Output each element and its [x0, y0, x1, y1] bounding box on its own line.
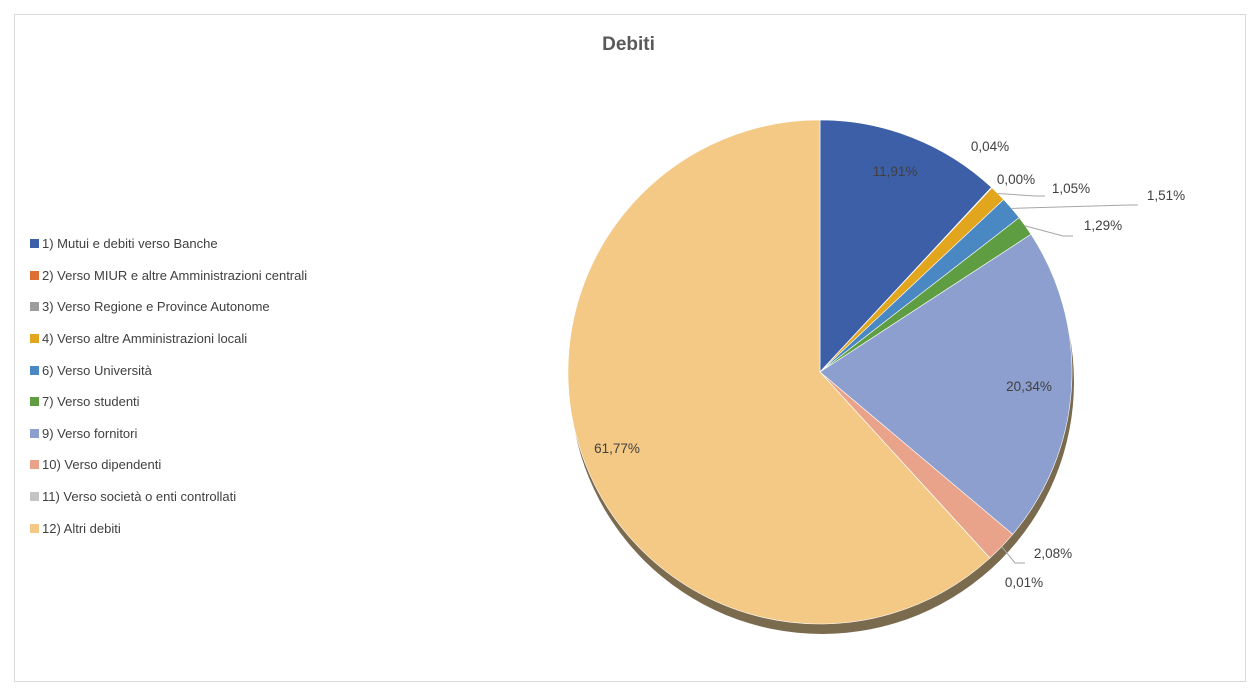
chart-title: Debiti	[602, 34, 655, 55]
legend-swatch	[30, 397, 39, 407]
legend-item: 2) Verso MIUR e altre Amministrazioni ce…	[30, 260, 307, 292]
data-label: 0,01%	[1005, 575, 1043, 590]
legend-item: 7) Verso studenti	[30, 386, 307, 418]
legend-item: 4) Verso altre Amministrazioni locali	[30, 323, 307, 355]
legend-swatch	[30, 428, 39, 438]
data-label: 1,51%	[1147, 188, 1185, 203]
legend-item: 11) Verso società o enti controllati	[30, 481, 307, 513]
data-label: 1,05%	[1052, 181, 1090, 196]
legend-label: 6) Verso Università	[42, 362, 152, 378]
legend-swatch	[30, 523, 39, 533]
data-label: 0,04%	[971, 139, 1009, 154]
legend-swatch	[30, 460, 39, 470]
data-label: 20,34%	[1006, 379, 1052, 394]
legend-label: 9) Verso fornitori	[42, 425, 138, 441]
chart-legend: 1) Mutui e debiti verso Banche 2) Verso …	[30, 228, 307, 544]
legend-item: 9) Verso fornitori	[30, 418, 307, 450]
legend-label: 3) Verso Regione e Province Autonome	[42, 299, 270, 315]
leader-line	[1025, 225, 1073, 237]
legend-swatch	[30, 334, 39, 344]
legend-label: 4) Verso altre Amministrazioni locali	[42, 331, 248, 347]
legend-swatch	[30, 302, 39, 312]
legend-swatch	[30, 239, 39, 249]
leader-line	[1011, 204, 1138, 209]
data-label: 0,00%	[997, 172, 1035, 187]
legend-label: 1) Mutui e debiti verso Banche	[42, 236, 218, 252]
data-label: 61,77%	[594, 441, 640, 456]
legend-item: 12) Altri debiti	[30, 512, 307, 544]
legend-swatch	[30, 492, 39, 502]
legend-label: 12) Altri debiti	[42, 520, 121, 536]
pie-slice	[567, 119, 991, 625]
legend-label: 7) Verso studenti	[42, 394, 140, 410]
data-label: 1,29%	[1084, 218, 1122, 233]
legend-label: 11) Verso società o enti controllati	[42, 489, 237, 505]
legend-swatch	[30, 365, 39, 375]
leader-line	[997, 193, 1045, 197]
pie-slice	[819, 233, 1073, 535]
leader-line	[1001, 546, 1025, 564]
data-label: 11,91%	[873, 164, 918, 179]
legend-item: 1) Mutui e debiti verso Banche	[30, 228, 307, 260]
legend-swatch	[30, 270, 39, 280]
legend-label: 2) Verso MIUR e altre Amministrazioni ce…	[42, 267, 308, 283]
legend-item: 10) Verso dipendenti	[30, 449, 307, 481]
legend-label: 10) Verso dipendenti	[42, 457, 162, 473]
data-label: 2,08%	[1034, 546, 1072, 561]
pie-slice	[819, 119, 992, 373]
legend-item: 3) Verso Regione e Province Autonome	[30, 291, 307, 323]
legend-item: 6) Verso Università	[30, 354, 307, 386]
